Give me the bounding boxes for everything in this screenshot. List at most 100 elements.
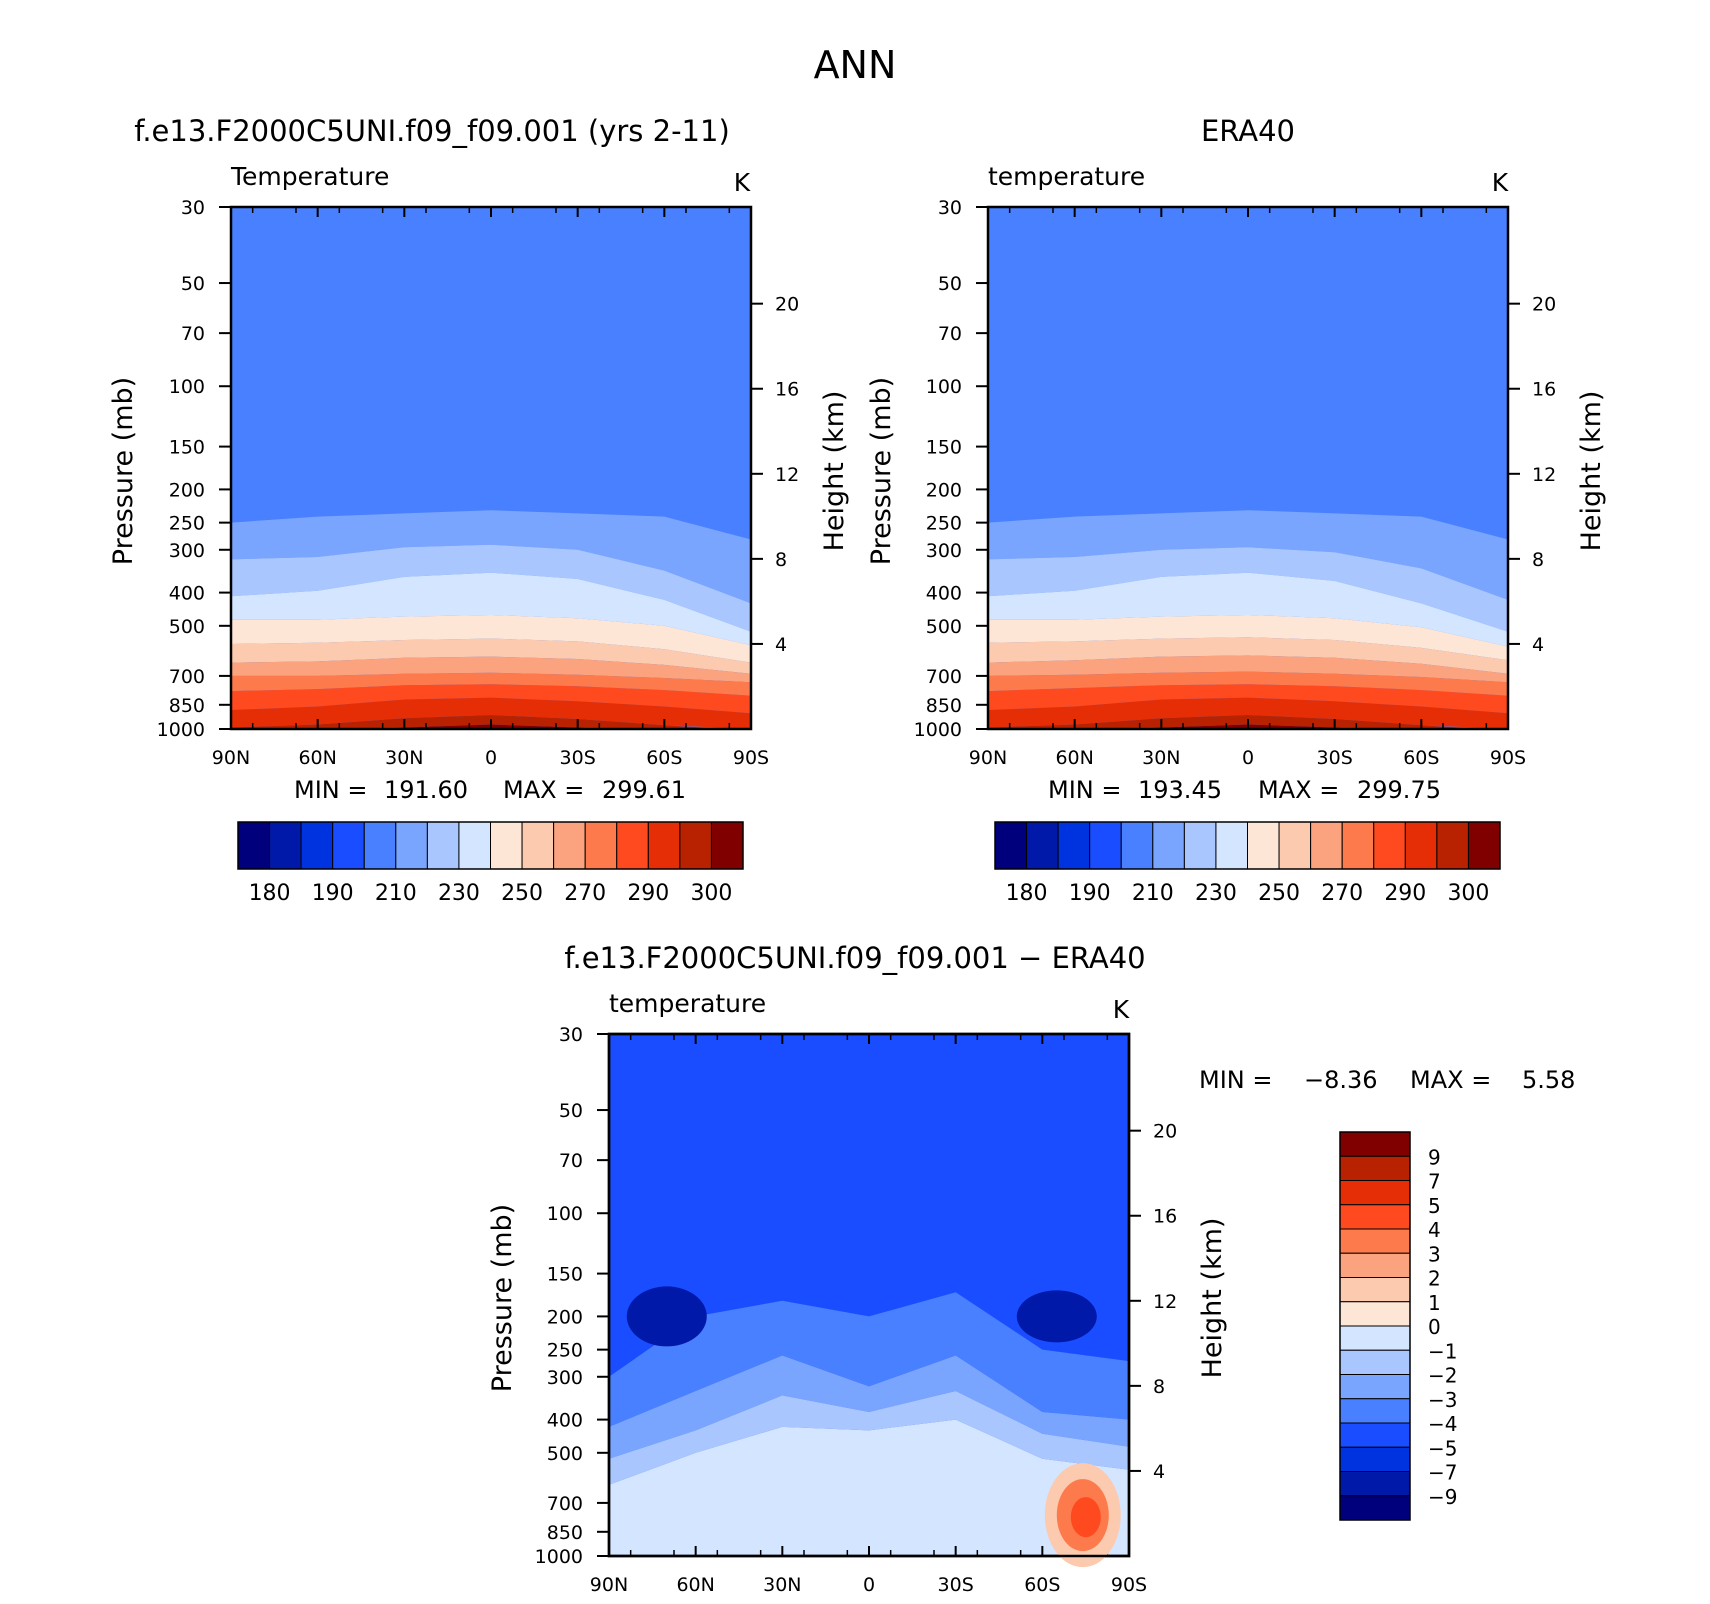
contour-band	[988, 637, 1508, 674]
contour-band	[609, 1419, 1129, 1556]
y-tick-label: 300	[547, 1367, 583, 1389]
colorbar-label: 230	[1195, 881, 1237, 906]
colorbar-label: 270	[1321, 881, 1363, 906]
colorbar-label: 180	[1006, 881, 1048, 906]
y-tick-label: 850	[169, 695, 205, 717]
colorbar-label: 7	[1428, 1170, 1441, 1194]
y-tick-label: 200	[926, 479, 962, 501]
colorbar-swatch	[1339, 1204, 1411, 1230]
panel-obs-units: K	[1492, 168, 1509, 197]
y2-tick-label: 16	[775, 379, 799, 401]
contour-band	[231, 672, 751, 696]
x-tick-label: 0	[485, 747, 497, 769]
colorbar-swatch	[1339, 1398, 1411, 1424]
colorbar-swatch	[395, 821, 428, 870]
colorbar-label: 5	[1428, 1194, 1441, 1218]
x-tick-label: 60S	[1024, 1574, 1060, 1596]
cold-core-south	[1016, 1290, 1097, 1343]
colorbar-swatch	[679, 821, 712, 870]
colorbar-swatch	[1310, 821, 1343, 870]
x-tick-label: 90N	[969, 747, 1007, 769]
colorbar-swatch	[1339, 1301, 1411, 1327]
y2-tick-label: 12	[1532, 464, 1556, 486]
colorbar-label: 1	[1428, 1291, 1441, 1315]
colorbar-label: 2	[1428, 1267, 1441, 1291]
contour-band	[609, 1391, 1129, 1485]
y-tick-label: 100	[169, 376, 205, 398]
colorbar-label: 190	[312, 881, 354, 906]
colorbar-label: 230	[438, 881, 480, 906]
panel-diff-plot: 90N 60N 30N 0 30S 60S 90S 30 50 70 100 150 200 250 300…	[535, 1024, 1178, 1596]
colorbar-label: 0	[1428, 1315, 1441, 1339]
y-tick-label: 30	[181, 197, 205, 219]
colorbar-label: −7	[1428, 1461, 1457, 1485]
y-tick-label: 200	[547, 1306, 583, 1328]
colorbar-label: 290	[627, 881, 669, 906]
y-tick-label: 150	[926, 437, 962, 459]
y-tick-label: 150	[169, 437, 205, 459]
y2-tick-label: 8	[1532, 549, 1544, 571]
y-tick-label: 300	[169, 540, 205, 562]
colorbar-label: 290	[1384, 881, 1426, 906]
colorbar-swatch	[1026, 821, 1059, 870]
colorbar-swatch	[1152, 821, 1185, 870]
panel-diff: f.e13.F2000C5UNI.f09_f09.001 − ERA40 tem…	[487, 941, 1575, 1596]
y2-tick-label: 16	[1153, 1206, 1177, 1228]
contour-band	[988, 615, 1508, 661]
colorbar-frame	[1339, 1131, 1411, 1521]
panel-model: f.e13.F2000C5UNI.f09_f09.001 (yrs 2-11) …	[108, 114, 850, 906]
panel-model-min-value: 191.60	[384, 776, 468, 804]
plot-frame-overlay	[607, 1032, 1131, 1558]
colorbar-label: −5	[1428, 1436, 1457, 1460]
colorbar-swatch	[584, 821, 618, 870]
x-tick-label: 90S	[733, 747, 769, 769]
colorbar-swatch	[363, 821, 397, 870]
contour-band	[988, 510, 1508, 600]
y-tick-label: 70	[938, 323, 962, 345]
panel-obs-max-value: 299.75	[1357, 776, 1441, 804]
colorbar-swatch	[1467, 821, 1501, 870]
y-tick-label: 250	[169, 513, 205, 535]
y-tick-label: 250	[547, 1340, 583, 1362]
y-tick-label: 400	[926, 583, 962, 605]
colorbar-swatch	[1339, 1495, 1411, 1521]
y2-tick-label: 20	[1532, 294, 1556, 316]
y-tick-label: 300	[926, 540, 962, 562]
panel-model-min-label: MIN =	[294, 776, 367, 804]
panel-obs-minmax: MIN = 193.45 MAX = 299.75	[1048, 776, 1441, 804]
contour-band	[231, 572, 751, 646]
hotspot-core	[1070, 1497, 1101, 1538]
y-tick-label: 30	[938, 197, 962, 219]
colorbar-swatch	[1341, 821, 1375, 870]
colorbar-swatch	[426, 821, 460, 870]
y-tick-label: 850	[926, 695, 962, 717]
y2-tick-label: 12	[775, 464, 799, 486]
y-tick-label: 100	[926, 376, 962, 398]
panel-model-ylabel: Pressure (mb)	[108, 377, 139, 565]
contour-band	[231, 697, 751, 729]
colorbar-label: 180	[249, 881, 291, 906]
contour-band	[609, 1292, 1129, 1427]
y-tick-label: 700	[926, 666, 962, 688]
colorbar-label: 250	[1258, 881, 1300, 906]
panel-diff-max-value: 5.58	[1522, 1066, 1575, 1094]
panel-diff-title: f.e13.F2000C5UNI.f09_f09.001 − ERA40	[564, 941, 1145, 975]
x-tick-label: 90S	[1111, 1574, 1147, 1596]
y-tick-label: 500	[547, 1443, 583, 1465]
x-tick-label: 60N	[676, 1574, 714, 1596]
colorbar-label: −4	[1428, 1412, 1457, 1436]
colorbar-swatch	[1339, 1374, 1411, 1400]
panel-model-max-label: MAX =	[503, 776, 584, 804]
panel-obs-max-label: MAX =	[1258, 776, 1339, 804]
colorbar-label: 3	[1428, 1242, 1441, 1266]
contour-band	[231, 656, 751, 683]
y2-tick-label: 8	[775, 549, 787, 571]
colorbar-label: 270	[564, 881, 606, 906]
colorbar-label: 190	[1069, 881, 1111, 906]
colorbar-swatch	[1339, 1325, 1411, 1351]
colorbar-swatch	[616, 821, 649, 870]
colorbar-swatch	[237, 821, 271, 870]
y-tick-label: 500	[926, 616, 962, 638]
